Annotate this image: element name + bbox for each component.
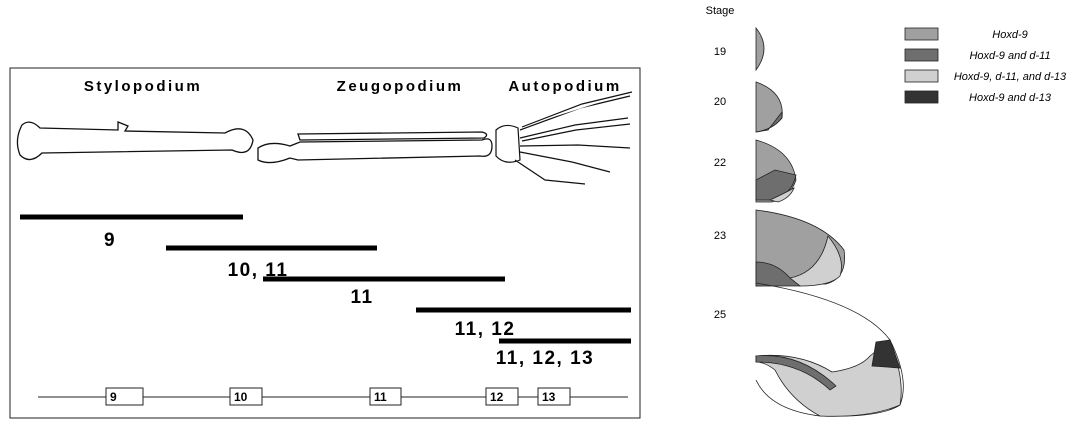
- stage-label: 25: [714, 309, 726, 321]
- ulna: [258, 139, 492, 163]
- legend-swatch: [905, 28, 938, 40]
- gene-label: 11: [374, 390, 387, 404]
- domain-label: 11, 12: [455, 319, 516, 340]
- segment-label: Stylopodium: [84, 78, 202, 95]
- stage-label: 23: [714, 230, 726, 242]
- legend-label: Hoxd-9 and d-13: [969, 92, 1052, 104]
- domain-label: 11: [350, 287, 373, 308]
- gene-label: 9: [110, 390, 117, 404]
- limb-bud: [756, 82, 782, 132]
- legend-label: Hoxd-9: [992, 29, 1027, 41]
- domain-label: 9: [104, 230, 116, 251]
- stage-heading: Stage: [706, 5, 735, 17]
- segment-label: Zeugopodium: [337, 78, 464, 95]
- hand: [496, 92, 632, 184]
- gene-label: 12: [490, 390, 504, 404]
- domain-label: 10, 11: [228, 260, 289, 281]
- radius: [298, 132, 487, 140]
- stage-label: 22: [714, 157, 726, 169]
- legend-swatch: [905, 70, 938, 82]
- limb-bud: [756, 28, 764, 70]
- legend-label: Hoxd-9 and d-11: [969, 50, 1050, 62]
- limb-buds: [756, 28, 903, 416]
- segment-label: Autopodium: [508, 78, 621, 95]
- gene-label: 13: [542, 390, 556, 404]
- stage-label: 19: [714, 46, 726, 58]
- stage-label: 20: [714, 96, 726, 108]
- legend-swatch: [905, 49, 938, 61]
- humerus: [17, 122, 253, 160]
- gene-label: 10: [234, 390, 248, 404]
- figure: Stylopodium Zeugopodium Autopodium 9 10,…: [0, 0, 1080, 421]
- domain-label: 11, 12, 13: [496, 348, 594, 369]
- legend-label: Hoxd-9, d-11, and d-13: [954, 71, 1067, 83]
- limb-region: [872, 340, 900, 368]
- legend-swatch: [905, 91, 938, 103]
